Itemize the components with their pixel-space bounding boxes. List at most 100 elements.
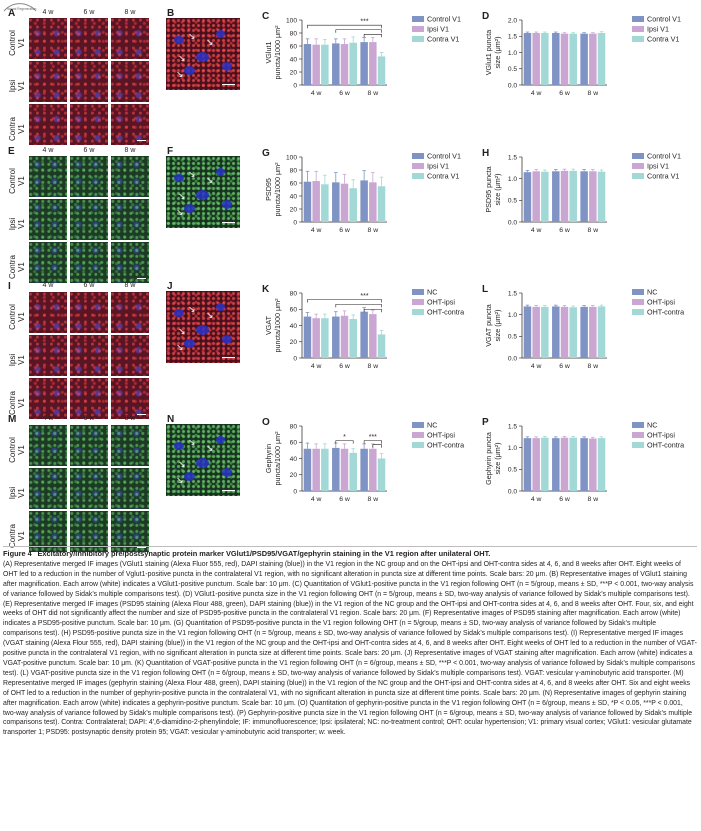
y-tick-label: 0.5: [508, 198, 517, 205]
x-tick-label: 4 w: [531, 90, 542, 97]
figure-caption: Figure 4 Excitatory/inhibitory pre/posts…: [3, 549, 697, 738]
x-tick-label: 8 w: [588, 90, 599, 97]
micrograph-tile: [29, 378, 67, 419]
micrograph-tile: [70, 18, 108, 59]
column-label-2: 8 w: [124, 147, 136, 154]
row-label-0: Control V1: [8, 437, 26, 463]
significance-marker: ***: [360, 19, 368, 26]
y-axis-label-line: size (μm²): [493, 36, 502, 68]
y-tick-label: 100: [286, 154, 297, 161]
panel-label-M: M: [8, 414, 17, 425]
row-label-1: Ipsi V1: [8, 353, 26, 367]
x-tick-label: 8 w: [368, 363, 379, 370]
bar: [321, 448, 329, 491]
y-tick-label: 20: [290, 339, 298, 346]
bar: [340, 448, 349, 491]
micrograph-tile: [29, 104, 67, 145]
bar: [377, 334, 386, 358]
significance-bracket: [363, 308, 382, 313]
svg-text:Neural Regeneration: Neural Regeneration: [7, 7, 37, 11]
legend-swatch: [632, 16, 644, 22]
bar: [377, 458, 386, 491]
bar: [552, 306, 560, 358]
arrow-icon: ↘: [176, 69, 184, 79]
micrograph-tile: [111, 378, 149, 419]
y-tick-label: 80: [290, 290, 298, 297]
panel-label-G: G: [262, 148, 270, 159]
bar: [523, 33, 532, 85]
nucleus: [184, 204, 195, 213]
column-label-1: 6 w: [83, 415, 95, 422]
y-axis-label-line: PSD95 puncta: [484, 166, 493, 212]
legend-entry: Ipsi V1: [427, 162, 449, 171]
micrograph-tile: [70, 61, 108, 102]
bar: [303, 181, 312, 222]
column-label-0: 4 w: [42, 9, 54, 16]
magnified-image: ↘ ↘ ↘ ↘: [166, 424, 240, 496]
bar: [377, 56, 386, 85]
bar: [312, 44, 320, 85]
y-axis-label: PSD95puncta/1000 μm²: [264, 162, 282, 217]
bar: [360, 311, 368, 358]
y-axis-label-line: puncta/1000 μm²: [273, 298, 282, 353]
y-tick-label: 0: [293, 219, 297, 226]
nucleus: [174, 309, 184, 317]
micrograph-tile: [111, 18, 149, 59]
legend-swatch: [632, 289, 644, 295]
bar: [569, 307, 577, 358]
micrograph-tile: [111, 242, 149, 283]
y-tick-label: 60: [290, 307, 298, 314]
y-tick-label: 60: [290, 180, 298, 187]
y-tick-label: 0.0: [508, 488, 517, 495]
legend-swatch: [412, 163, 424, 169]
y-axis-label: Gephyrin punctasize (μm²): [484, 432, 502, 485]
chart-G: G PSD95puncta/1000 μm² 0 20 40 60 80 100 4 w 6 w 8…: [262, 148, 461, 234]
column-label-0: 4 w: [42, 147, 54, 154]
arrow-icon: ↘: [206, 310, 214, 320]
y-axis-label-line: size (μm²): [493, 442, 502, 474]
bar: [332, 43, 340, 85]
bar: [360, 42, 368, 85]
micrograph-tile: [70, 378, 108, 419]
legend-entry: Ipsi V1: [427, 25, 449, 34]
bar: [580, 306, 588, 358]
bar: [349, 452, 357, 491]
y-tick-label: 40: [290, 323, 298, 330]
column-label-1: 6 w: [83, 147, 95, 154]
legend-entry: NC: [647, 288, 657, 297]
bar: [552, 171, 560, 222]
micrograph-tile: [29, 18, 67, 59]
panel-label-K: K: [262, 284, 270, 295]
micrograph-tile: [70, 242, 108, 283]
bar: [312, 318, 320, 358]
nucleus: [184, 66, 195, 75]
arrow-icon: ↘: [188, 304, 196, 314]
arrow-icon: ↘: [206, 37, 214, 47]
y-tick-label: 80: [290, 167, 298, 174]
micrograph-tile: [111, 61, 149, 102]
y-tick-label: 1.5: [508, 423, 517, 430]
micrograph-tile: [29, 61, 67, 102]
panel-label-B: B: [167, 8, 175, 19]
y-tick-label: 20: [290, 69, 298, 76]
y-tick-label: 0.5: [508, 66, 517, 73]
scale-bar: [137, 414, 146, 415]
chart-H: H PSD95 punctasize (μm²) 0.0 0.5 1.0 1.5 4 w 6 …: [482, 148, 681, 234]
x-tick-label: 6 w: [559, 363, 570, 370]
x-tick-label: 8 w: [588, 227, 599, 234]
legend-swatch: [412, 36, 424, 42]
bar: [349, 319, 357, 358]
column-label-2: 8 w: [124, 415, 136, 422]
y-tick-label: 1.5: [508, 154, 517, 161]
y-tick-label: 0.0: [508, 355, 517, 362]
scale-bar: [222, 357, 235, 358]
bar: [340, 315, 349, 358]
bar: [589, 438, 597, 491]
y-axis-label-line: puncta/1000 μm²: [273, 162, 282, 217]
bar: [552, 33, 560, 85]
nucleus: [222, 62, 232, 71]
legend-swatch: [412, 442, 424, 448]
arrow-icon: ↘: [176, 342, 184, 352]
micrograph-tile: [70, 511, 108, 552]
arrow-icon: ↘: [178, 459, 186, 469]
